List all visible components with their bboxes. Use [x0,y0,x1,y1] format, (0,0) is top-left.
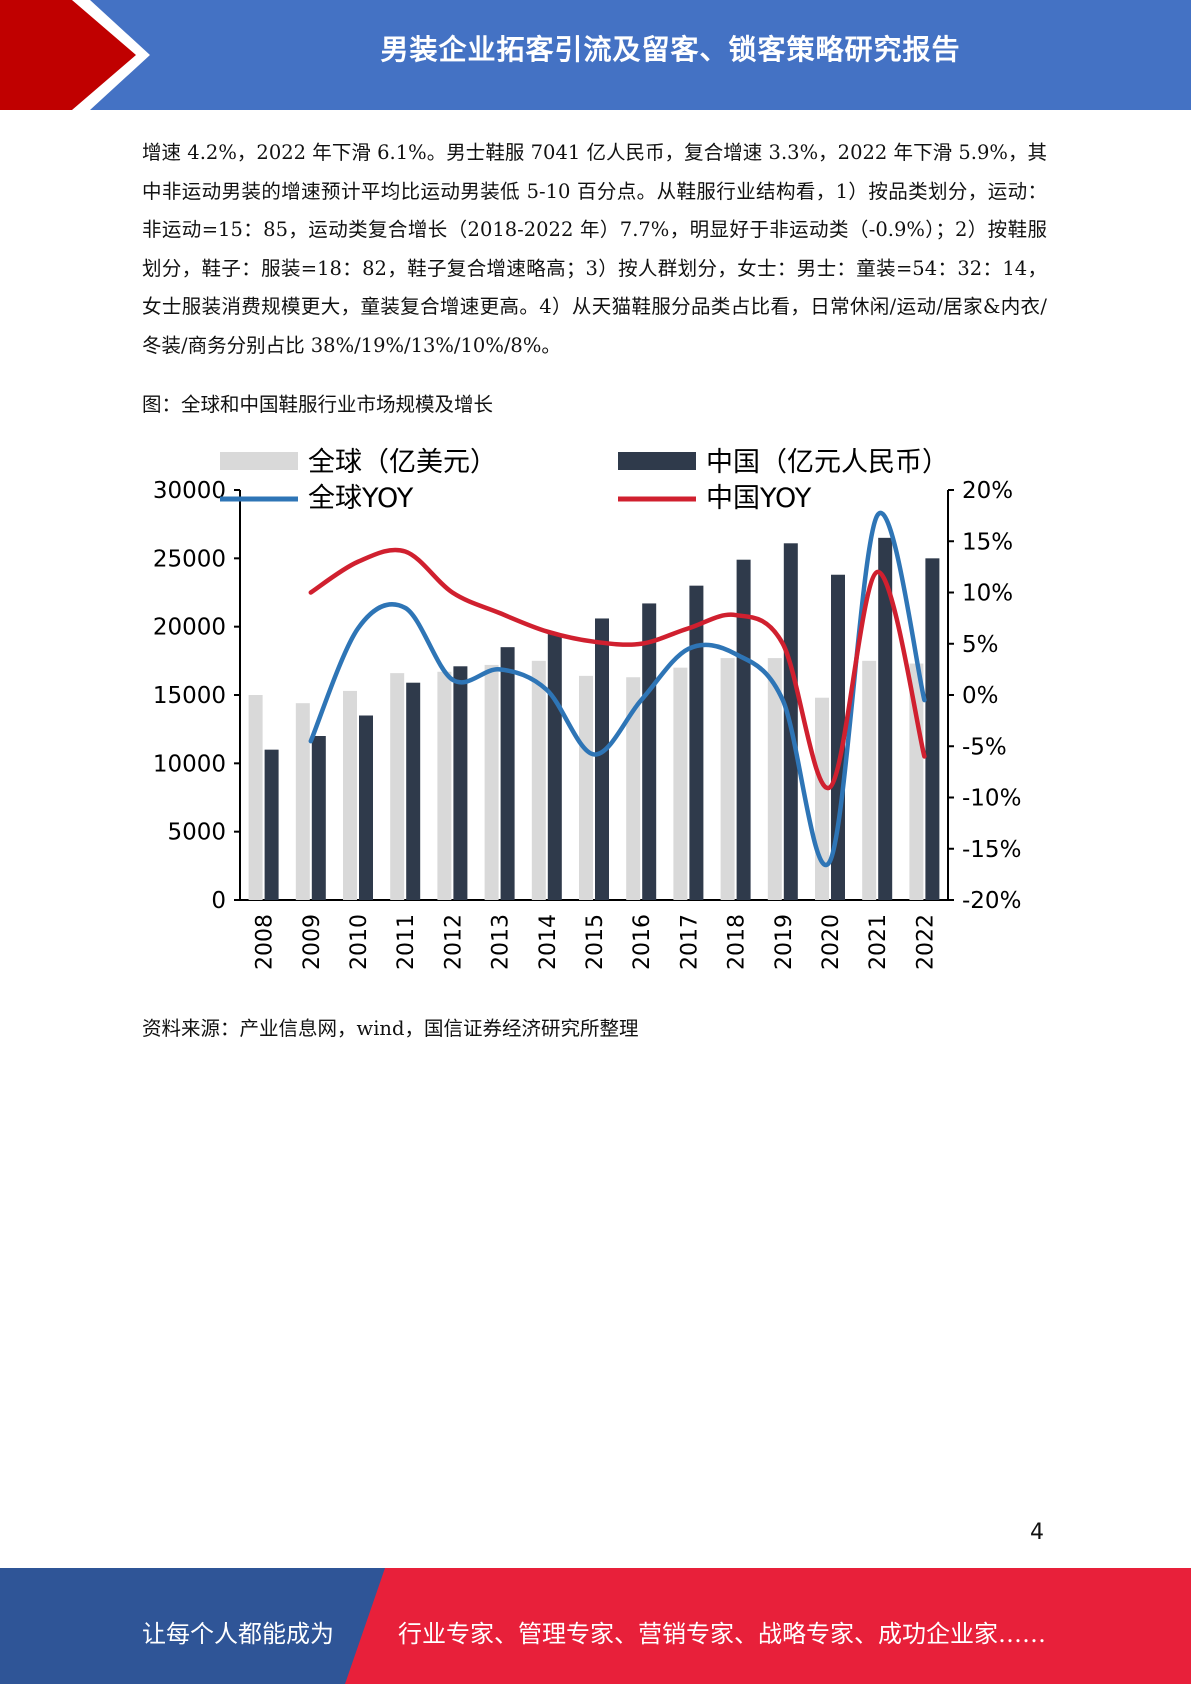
x-tick-label: 2013 [489,914,514,970]
footer-slogan-right: 行业专家、管理专家、营销专家、战略专家、成功企业家…… [398,1620,1046,1648]
china-bar [406,682,421,900]
right-tick-label: 20% [962,478,1013,504]
footer-banner [0,1568,1191,1684]
x-tick-label: 2019 [772,914,797,970]
x-tick-label: 2021 [866,914,891,970]
right-tick-label: 10% [962,581,1013,607]
legend-label-china-bar: 中国（亿元人民币） [706,447,949,478]
legend-label-global-yoy: 全球YOY [308,483,414,514]
header-banner [0,0,1191,110]
legend-swatch-global-bar [220,452,298,470]
footer-slogan-left: 让每个人都能成为 [142,1620,334,1648]
china-yoy-line [308,547,927,791]
global-bar [390,673,405,900]
china-bar [878,537,893,900]
page-header: 男装企业拓客引流及留客、锁客策略研究报告 [0,0,1191,110]
left-tick-label: 15000 [153,683,226,709]
x-tick-label: 2010 [347,914,372,970]
document-title: 男装企业拓客引流及留客、锁客策略研究报告 [380,33,961,66]
x-tick-label: 2014 [536,914,561,970]
china-bar [311,736,326,900]
global-bar [531,660,546,900]
china-bar [925,558,940,900]
global-bar [437,671,452,900]
x-tick-label: 2022 [913,914,938,970]
global-bar [815,697,829,900]
x-tick-label: 2016 [630,914,655,970]
global-bar [343,690,357,900]
right-tick-label: -10% [962,786,1021,812]
global-bar [909,663,924,900]
global-bar [579,675,593,900]
china-bar [500,647,515,900]
left-tick-label: 20000 [153,615,226,641]
right-tick-label: 15% [962,529,1013,555]
market-size-chart: 0 5000 10000 15000 20000 25000 30000 -20% -15% -1… [153,447,1022,970]
x-tick-label: 2020 [819,914,844,970]
legend-label-global-bar: 全球（亿美元） [308,447,497,478]
global-bar [862,660,877,900]
china-bar [736,559,751,900]
right-tick-label: -15% [962,837,1021,863]
china-bar [359,715,373,900]
x-tick-label: 2017 [677,914,702,970]
page-number: 4 [1030,1520,1044,1545]
left-tick-label: 30000 [153,478,226,504]
global-bar [720,658,735,900]
china-bar [547,633,562,900]
legend-swatch-china-bar [618,452,696,470]
x-tick-label: 2011 [394,914,419,970]
left-tick-label: 25000 [153,546,226,572]
source-note: 资料来源：产业信息网，wind，国信证券经济研究所整理 [142,1017,639,1040]
left-tick-label: 10000 [153,751,226,777]
global-bar [626,677,641,900]
x-tick-label: 2009 [300,914,325,970]
china-bar [689,585,704,900]
x-tick-label: 2012 [441,914,466,970]
china-bar [595,618,609,900]
global-bar [484,664,499,900]
global-bar [295,703,310,900]
china-bar [453,666,468,900]
global-bar [767,658,782,900]
x-tick-label: 2008 [253,914,278,970]
paragraph-text: 增速 4.2%，2022 年下滑 6.1%。男士鞋服 7041 亿人民币，复合增… [142,141,1047,357]
body-paragraph: 增速 4.2%，2022 年下滑 6.1%。男士鞋服 7041 亿人民币，复合增… [142,134,1047,365]
china-bar [642,603,657,900]
page-footer: 让每个人都能成为 行业专家、管理专家、营销专家、战略专家、成功企业家…… [0,1568,1191,1684]
right-tick-label: 0% [962,683,999,709]
right-tick-label: -20% [962,888,1021,914]
left-tick-label: 5000 [167,820,226,846]
china-bar [831,574,845,900]
x-tick-label: 2015 [583,914,608,970]
right-tick-label: 5% [962,632,999,658]
global-bar [673,667,688,900]
figure-caption: 图：全球和中国鞋服行业市场规模及增长 [142,393,494,416]
right-tick-label: -5% [962,734,1007,760]
left-tick-label: 0 [211,888,226,914]
x-tick-label: 2018 [725,914,750,970]
legend-label-china-yoy: 中国YOY [706,483,812,514]
china-bar [264,749,279,900]
global-bar [248,695,263,900]
